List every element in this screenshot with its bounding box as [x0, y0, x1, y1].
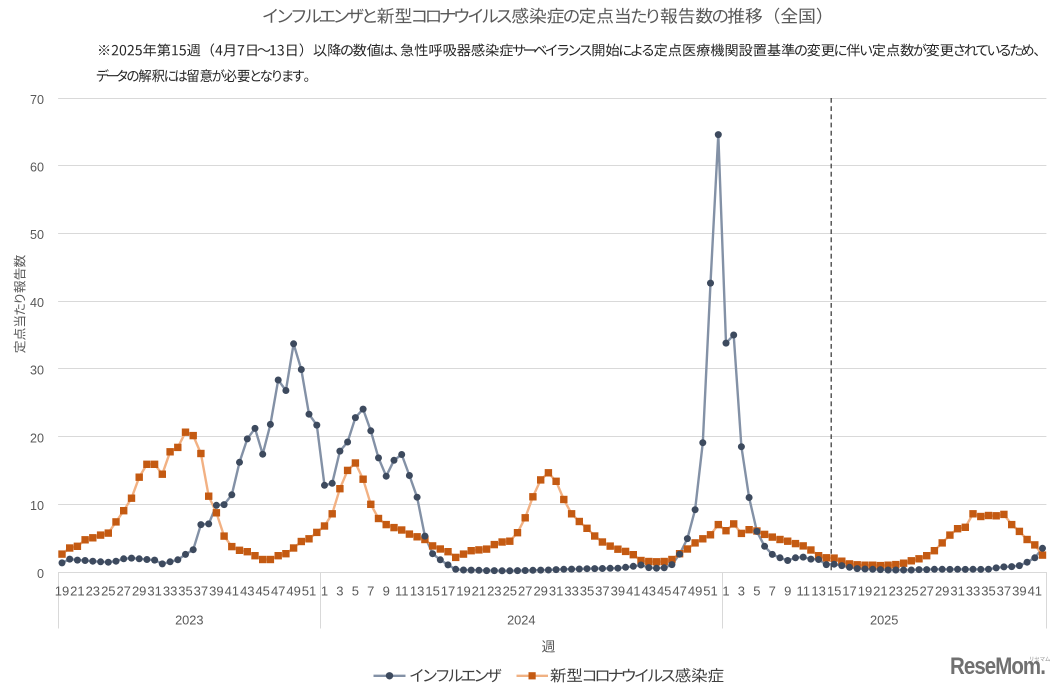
svg-text:31: 31 [950, 584, 964, 599]
svg-text:27: 27 [518, 584, 532, 599]
svg-text:49: 49 [286, 584, 300, 599]
svg-text:35: 35 [178, 584, 192, 599]
svg-text:0: 0 [37, 567, 44, 581]
svg-text:3: 3 [336, 584, 343, 599]
svg-text:20: 20 [30, 431, 44, 445]
svg-text:21: 21 [70, 584, 84, 599]
svg-text:1: 1 [321, 584, 328, 599]
svg-text:25: 25 [101, 584, 115, 599]
svg-text:30: 30 [30, 364, 44, 378]
svg-text:40: 40 [30, 296, 44, 310]
svg-text:25: 25 [503, 584, 517, 599]
svg-text:45: 45 [657, 584, 671, 599]
svg-text:39: 39 [1012, 584, 1026, 599]
svg-text:27: 27 [116, 584, 130, 599]
svg-text:37: 37 [997, 584, 1011, 599]
svg-text:23: 23 [487, 584, 501, 599]
svg-text:2024: 2024 [507, 613, 535, 628]
svg-text:9: 9 [383, 584, 390, 599]
svg-text:23: 23 [889, 584, 903, 599]
svg-text:31: 31 [147, 584, 161, 599]
svg-text:29: 29 [533, 584, 547, 599]
svg-text:35: 35 [580, 584, 594, 599]
svg-text:31: 31 [549, 584, 563, 599]
svg-text:51: 51 [302, 584, 316, 599]
svg-text:21: 21 [873, 584, 887, 599]
svg-text:7: 7 [769, 584, 776, 599]
svg-text:5: 5 [753, 584, 760, 599]
svg-text:45: 45 [255, 584, 269, 599]
svg-text:43: 43 [240, 584, 254, 599]
svg-text:47: 47 [672, 584, 686, 599]
svg-text:1: 1 [722, 584, 729, 599]
svg-text:19: 19 [55, 584, 69, 599]
svg-text:39: 39 [209, 584, 223, 599]
svg-text:11: 11 [395, 584, 409, 599]
svg-text:39: 39 [611, 584, 625, 599]
svg-text:15: 15 [425, 584, 439, 599]
svg-text:35: 35 [981, 584, 995, 599]
svg-text:17: 17 [441, 584, 455, 599]
svg-text:13: 13 [811, 584, 825, 599]
svg-text:19: 19 [858, 584, 872, 599]
svg-text:33: 33 [564, 584, 578, 599]
svg-text:2025: 2025 [870, 613, 898, 628]
svg-text:33: 33 [163, 584, 177, 599]
svg-text:21: 21 [472, 584, 486, 599]
svg-text:43: 43 [642, 584, 656, 599]
svg-text:37: 37 [194, 584, 208, 599]
svg-text:29: 29 [132, 584, 146, 599]
svg-text:41: 41 [225, 584, 239, 599]
svg-text:2023: 2023 [175, 613, 203, 628]
svg-text:27: 27 [919, 584, 933, 599]
svg-text:25: 25 [904, 584, 918, 599]
svg-text:29: 29 [935, 584, 949, 599]
svg-text:41: 41 [1028, 584, 1042, 599]
svg-text:41: 41 [626, 584, 640, 599]
svg-text:10: 10 [30, 499, 44, 513]
svg-text:15: 15 [827, 584, 841, 599]
svg-text:60: 60 [30, 161, 44, 175]
svg-text:23: 23 [86, 584, 100, 599]
svg-text:3: 3 [738, 584, 745, 599]
svg-text:7: 7 [367, 584, 374, 599]
svg-text:17: 17 [842, 584, 856, 599]
svg-text:33: 33 [966, 584, 980, 599]
svg-text:47: 47 [271, 584, 285, 599]
svg-text:13: 13 [410, 584, 424, 599]
svg-text:5: 5 [352, 584, 359, 599]
svg-text:70: 70 [30, 93, 44, 107]
svg-text:19: 19 [456, 584, 470, 599]
svg-text:50: 50 [30, 228, 44, 242]
svg-text:51: 51 [703, 584, 717, 599]
svg-text:9: 9 [784, 584, 791, 599]
svg-text:37: 37 [595, 584, 609, 599]
svg-text:11: 11 [796, 584, 810, 599]
svg-text:49: 49 [688, 584, 702, 599]
